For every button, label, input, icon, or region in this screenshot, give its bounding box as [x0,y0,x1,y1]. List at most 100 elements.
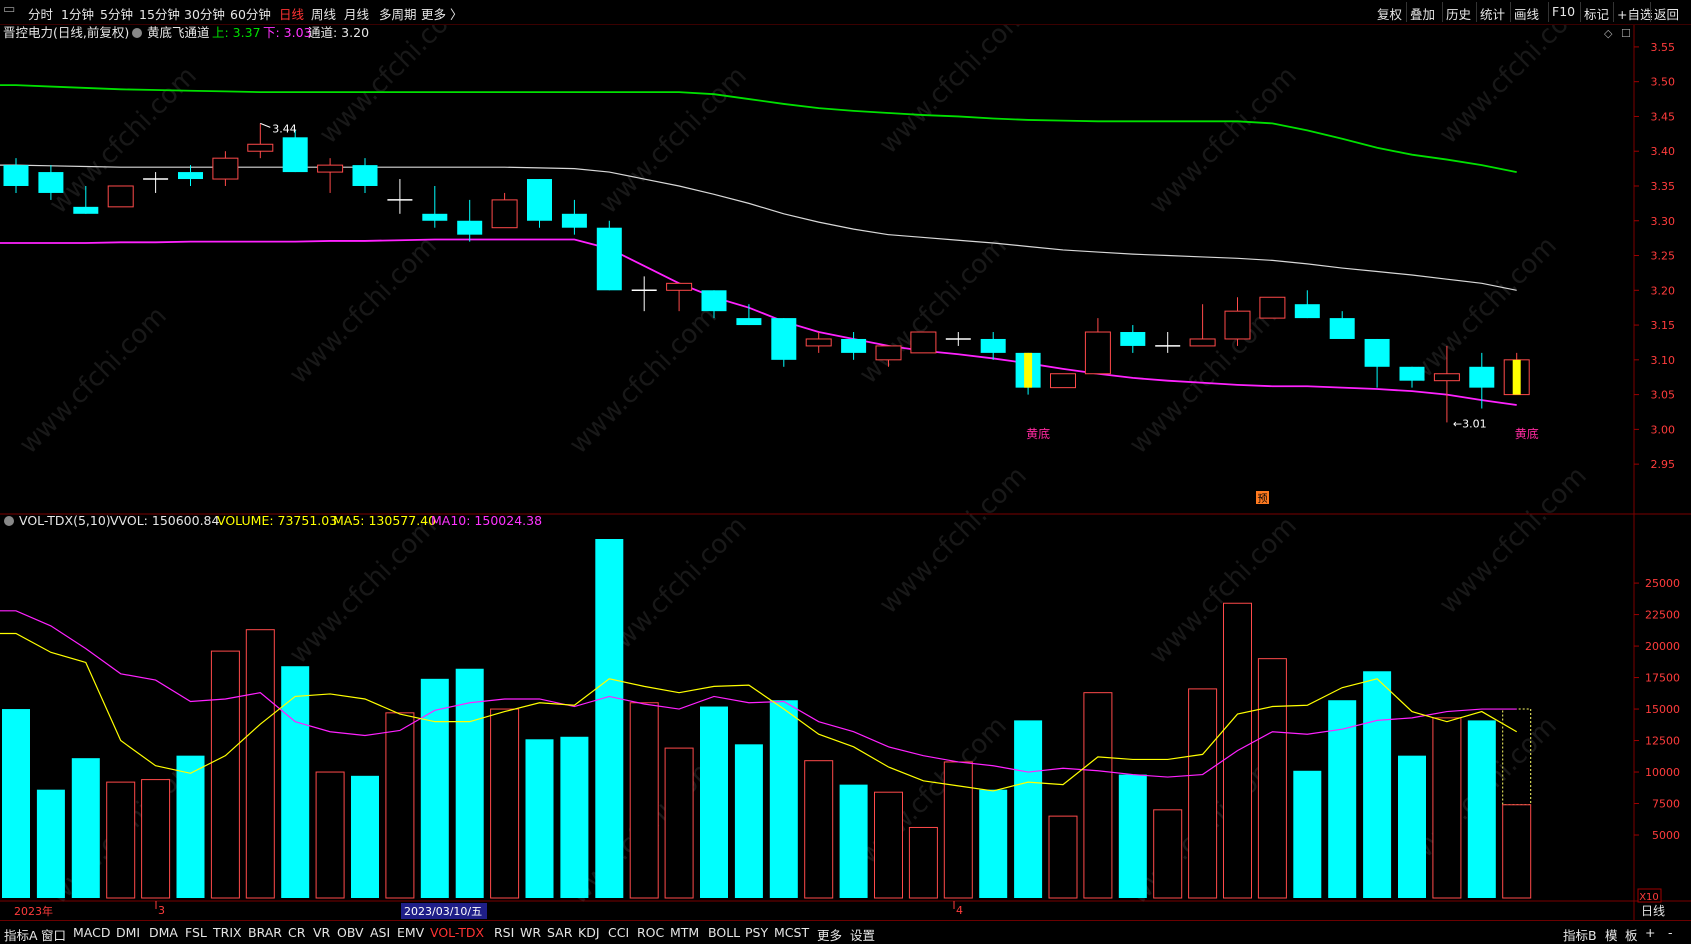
price-axis-label: 3.40 [1651,145,1676,158]
indicator-right-tab-3[interactable]: + [1645,925,1656,940]
indicator-tab-18[interactable]: CCI [608,925,630,940]
candle [666,282,693,312]
candle [178,165,203,186]
volume-bar [874,791,903,899]
toolbar-tab-3[interactable]: 15分钟 [139,7,180,22]
indicator-tab-23[interactable]: MCST [774,925,810,940]
indicator-right-tab-2[interactable]: 板 [1625,928,1638,943]
candle [1120,325,1146,353]
toolbar-tab-4[interactable]: 30分钟 [184,7,225,22]
toolbar-tab-5[interactable]: 60分钟 [230,7,271,22]
volume-axis-label: 10000 [1645,766,1680,779]
toolbar-right-4[interactable]: 画线 [1514,7,1540,22]
watermark-text: www.cfchi.com [284,231,443,390]
toolbar-right-6[interactable]: 标记 [1584,7,1610,22]
candle-body [1329,318,1355,339]
indicator-tab-13[interactable]: VOL-TDX [430,925,485,940]
toolbar-tab-10[interactable]: 更多 〉 [421,7,463,22]
candle [596,220,622,291]
price-axis-label: 2.95 [1651,458,1676,471]
indicator-tab-16[interactable]: SAR [547,925,573,940]
indicator-tab-4[interactable]: DMA [149,925,178,940]
toolbar-right-7[interactable]: +自选 [1617,7,1653,22]
indicator-tab-20[interactable]: MTM [670,925,700,940]
signal-label-1: 黄底 [1515,426,1539,441]
indicator-tab-25[interactable]: 设置 [850,928,876,943]
toolbar-tab-7[interactable]: 周线 [311,7,337,22]
upper-channel-line [0,84,1517,173]
indicator-tab-17[interactable]: KDJ [578,925,600,940]
indicator-tab-2[interactable]: MACD [73,925,111,940]
toolbar-tab-9[interactable]: 多周期 [379,7,417,22]
toolbar-tab-0[interactable]: 分时 [28,7,54,22]
indicator-tab-24[interactable]: 更多 [817,928,843,943]
indicator-tab-7[interactable]: BRAR [248,925,282,940]
toolbar-right-0[interactable]: 复权 [1377,7,1403,22]
toolbar-right-8[interactable]: 返回 [1654,7,1680,22]
indicator-tab-8[interactable]: CR [288,925,306,940]
toolbar-separator [1406,2,1407,22]
volume-bar [839,784,868,898]
watermark-text: www.cfchi.com [564,301,723,460]
candle-body [1294,304,1320,319]
toolbar-tab-8[interactable]: 月线 [344,7,370,22]
candle [1469,352,1495,409]
indicator-tab-21[interactable]: BOLL [708,925,741,940]
indicator-tab-bar: 指标A 窗口 MACD DMI DMA FSL TRIX BRAR CR VR OBV ASI EMV V… [0,920,1691,944]
volume-bar [664,747,694,899]
indicator-tab-15[interactable]: WR [520,925,542,940]
watermark-text: www.cfchi.com [874,25,1033,160]
toolbar-right-1[interactable]: 叠加 [1410,7,1436,22]
back-arrow-icon[interactable]: ▭ [3,2,16,17]
candle [1364,338,1390,388]
candle-body [666,282,693,291]
indicator-tab-11[interactable]: ASI [370,925,391,940]
indicator-right-tab-1[interactable]: 模 [1605,928,1618,943]
indicator-tab-0[interactable]: 指标A [4,928,38,943]
toolbar-right-5[interactable]: F10 [1552,4,1576,19]
indicator-tab-12[interactable]: EMV [397,925,425,940]
volume-axis-label: 25000 [1645,577,1680,590]
volume-bar [734,744,763,898]
volume-bar [385,712,415,899]
indicator-tab-5[interactable]: FSL [185,925,207,940]
toolbar-right-3[interactable]: 统计 [1480,7,1506,22]
candle-body [596,227,622,291]
indicator-tab-3[interactable]: DMI [116,925,141,940]
watermark-text: www.cfchi.com [1434,461,1593,620]
candle [457,199,483,242]
toolbar-right-2[interactable]: 历史 [1446,7,1472,22]
candle-body [1084,331,1111,375]
indicator-tab-9[interactable]: VR [313,925,331,940]
indicator-tab-19[interactable]: ROC [637,925,665,940]
indicator-tab-6[interactable]: TRIX [213,925,242,940]
price-axis-label: 3.05 [1651,389,1676,402]
candle-body [317,164,344,173]
signal-marker [1512,359,1521,395]
indicator-right-tab-4[interactable]: - [1668,925,1673,940]
chart-area[interactable]: www.cfchi.com www.cfchi.com www.cfchi.com w… [0,25,1691,920]
max-pointer [260,122,271,128]
indicator-tab-1[interactable]: 窗口 [41,928,67,943]
volume-bar [1293,770,1322,898]
toolbar-tab-2[interactable]: 5分钟 [100,7,133,22]
candle [1294,290,1320,319]
volume-axis-label: 15000 [1645,703,1680,716]
indicator-right-tab-0[interactable]: 指标B [1563,928,1597,943]
top-toolbar: ▭ 分时 1分钟 5分钟 15分钟 30分钟 60分钟 日线 周线 月线 多周期 更多 〉 复权 叠加… [0,0,1691,25]
volume-unit-label: X10 [1639,892,1659,903]
candle-body [1224,310,1251,340]
toolbar-tab-6[interactable]: 日线 [279,7,305,22]
candle [247,123,274,159]
stock-title: 晋控电力(日线,前复权) [3,25,129,40]
price-axis-label: 3.45 [1651,110,1676,123]
indicator-tab-22[interactable]: PSY [745,925,769,940]
candle [352,158,378,193]
indicator-tab-14[interactable]: RSI [494,925,515,940]
indicator-tab-10[interactable]: OBV [337,925,364,940]
price-axis-label: 3.25 [1651,250,1676,263]
volume-bar [804,760,834,899]
toolbar-tab-1[interactable]: 1分钟 [61,7,94,22]
candle-body [282,137,308,173]
candle [875,345,902,367]
